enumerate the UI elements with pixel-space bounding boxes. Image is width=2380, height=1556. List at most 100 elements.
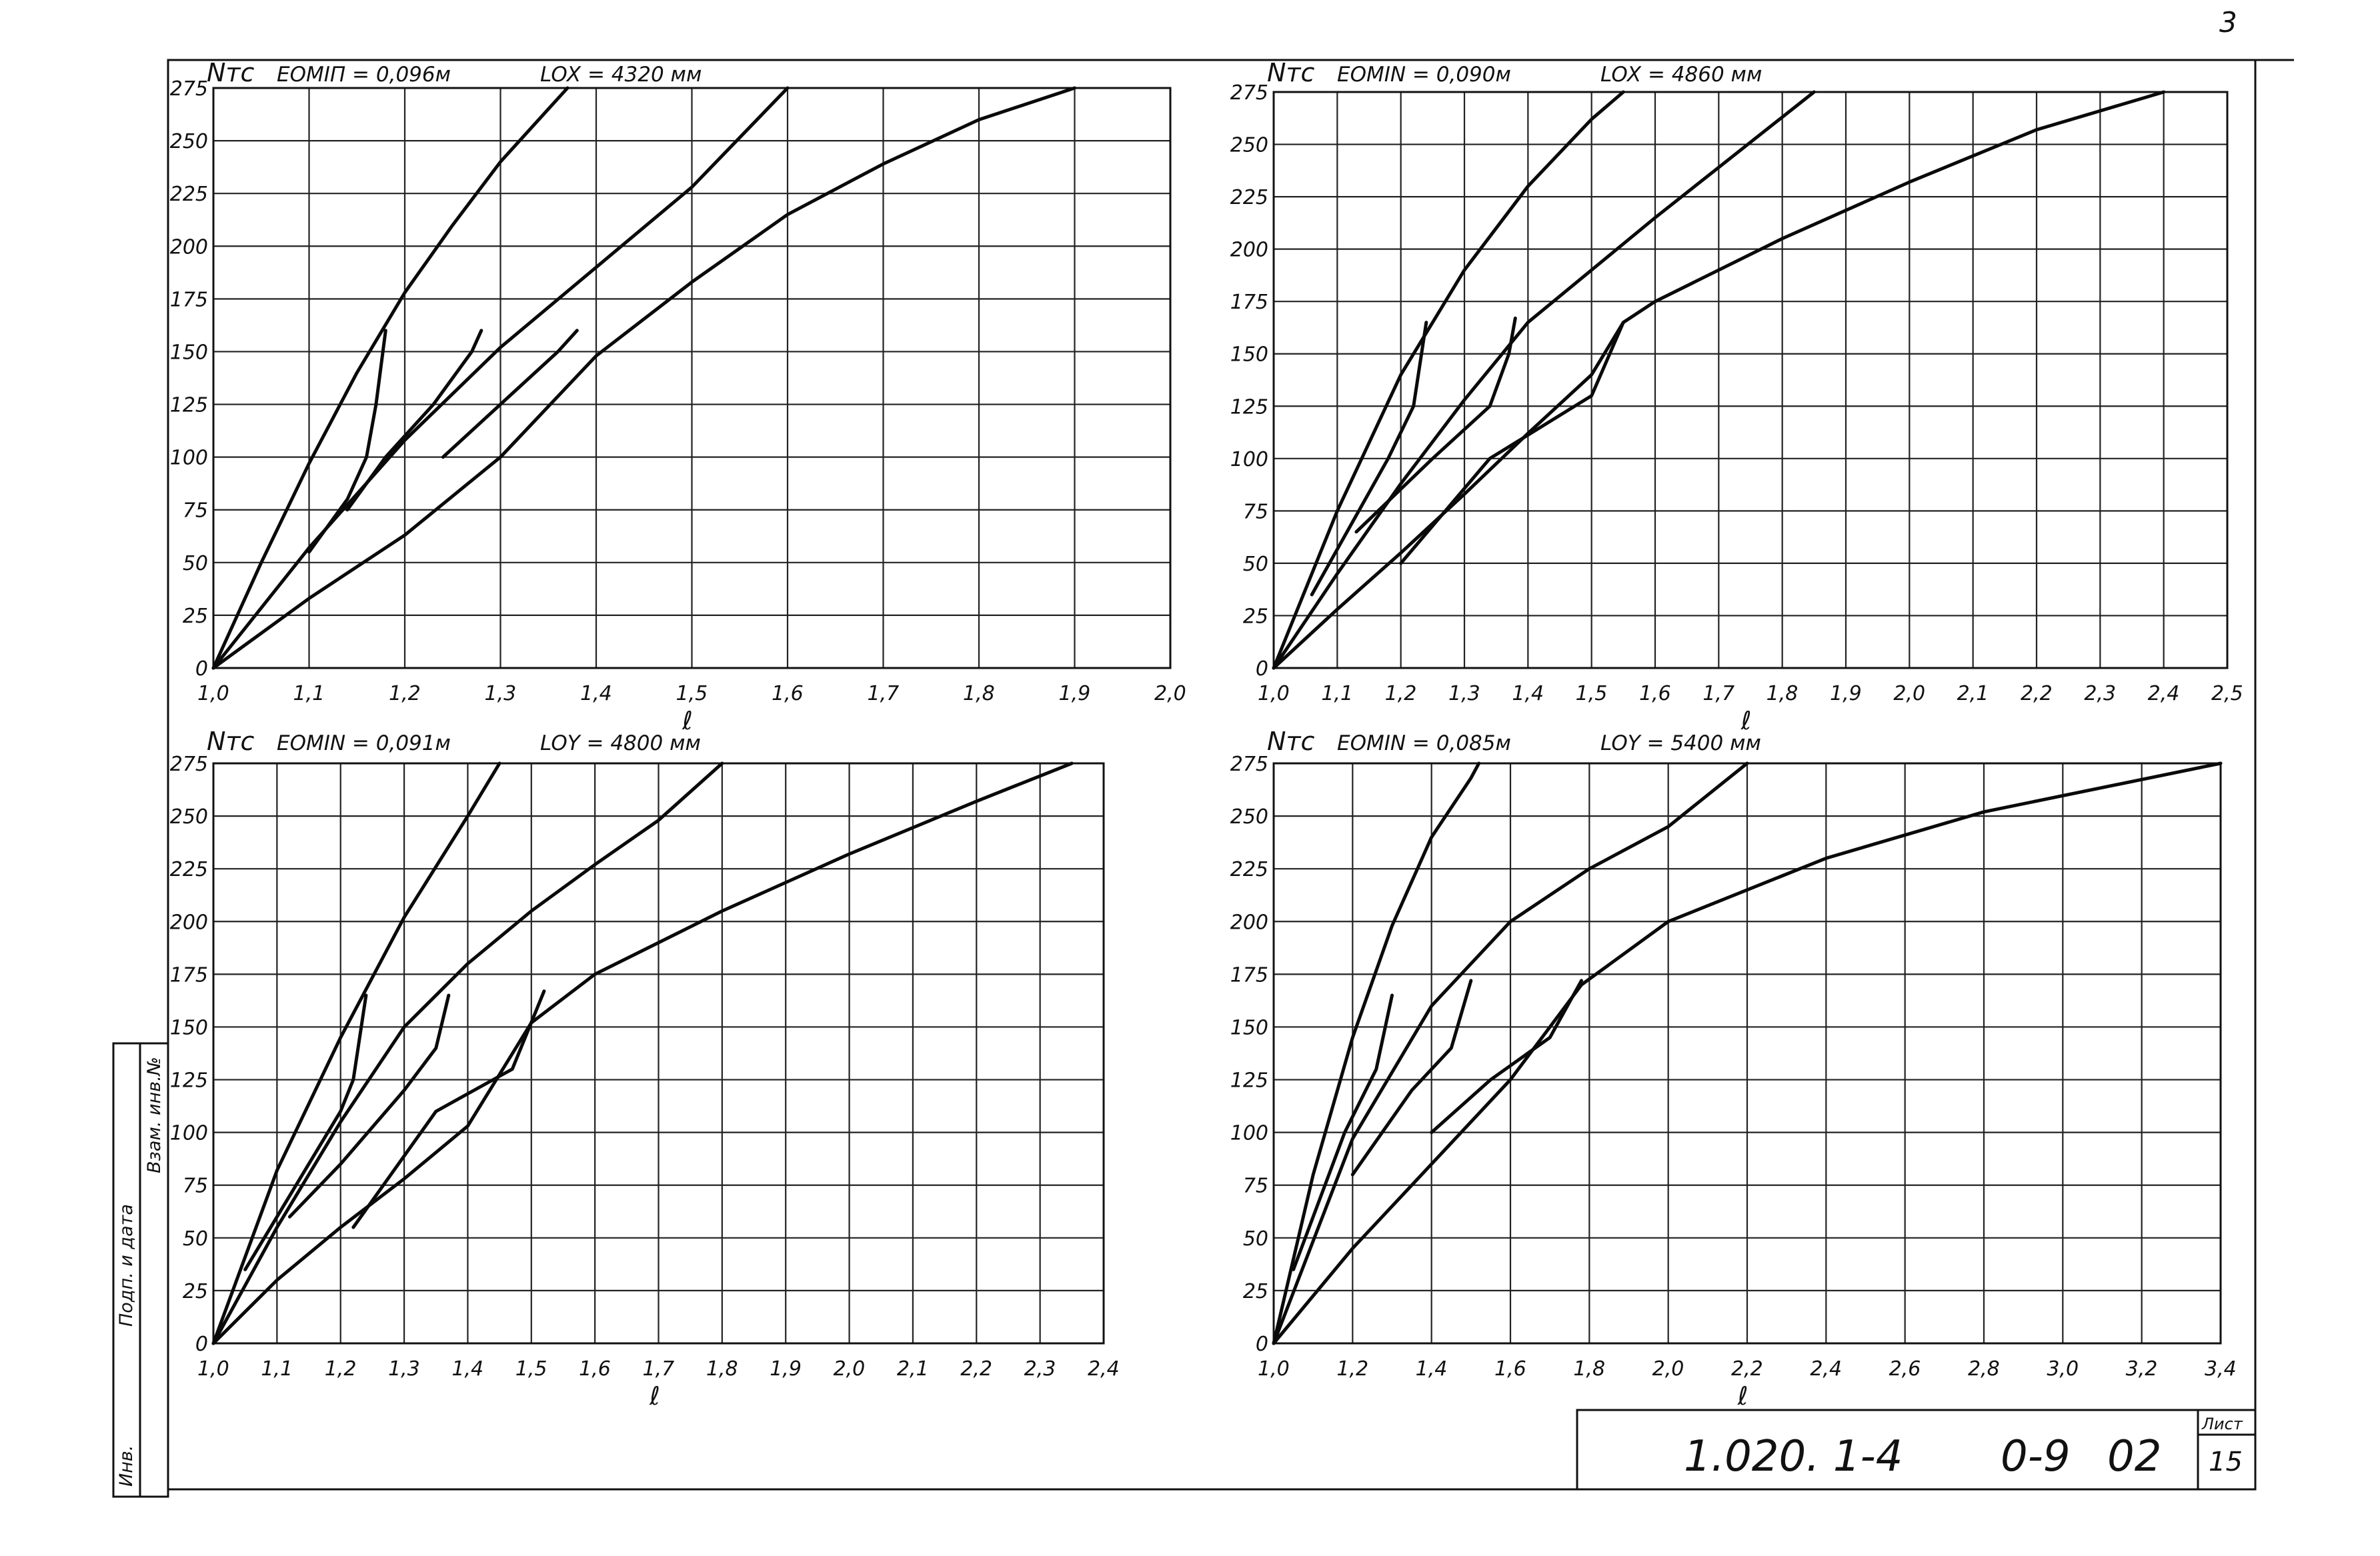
x-tick-label: 1,0 — [1258, 682, 1290, 705]
x-tick-label: 1,5 — [1576, 682, 1608, 705]
y-tick-label: 275 — [170, 77, 208, 101]
x-tick-label: 2,1 — [1957, 682, 1989, 705]
y-tick-label: 250 — [170, 130, 208, 153]
y-tick-label: 275 — [170, 753, 208, 776]
binding-column-inner — [139, 1042, 169, 1498]
param-length-label: LOY = 4800 мм — [540, 731, 701, 755]
chart-2: 1,0 1,1 1,2 1,3 1,4 1,5 1,6 1,7 1,8 1,9 2,0 2,1 2,2 2… — [1230, 58, 2243, 735]
x-tick-label: 1,3 — [388, 1357, 420, 1381]
y-tick-label: 175 — [1230, 291, 1268, 314]
x-tick-label: 2,0 — [1652, 1357, 1684, 1381]
series-line-5 — [1354, 316, 1517, 534]
x-tick-label: 1,1 — [1321, 682, 1353, 705]
y-tick-label: 100 — [1230, 1122, 1268, 1145]
series-line-3 — [1272, 90, 2166, 670]
param-length-label: LOX = 4860 мм — [1600, 63, 1762, 87]
y-tick-label: 200 — [170, 235, 208, 259]
y-tick-label: 75 — [1243, 500, 1268, 523]
y-tick-label: 175 — [170, 963, 208, 987]
y-tick-label: 225 — [1230, 858, 1268, 881]
param-emin-label: EOMIП = 0,096м — [277, 63, 451, 87]
param-emin-label: EOMIN = 0,085м — [1337, 731, 1511, 755]
x-tick-label: 1,4 — [1416, 1357, 1448, 1381]
binding-columns: Инв. Подп. и дата Взам. инв.№ — [112, 1042, 169, 1498]
y-tick-label: 100 — [170, 447, 208, 470]
y-tick-label: 100 — [1230, 448, 1268, 471]
x-tick-label: 2,0 — [1893, 682, 1925, 705]
y-axis-label: Nтс — [1267, 727, 1315, 756]
y-axis-label: Nтс — [207, 58, 255, 87]
x-tick-label: 2,8 — [1968, 1357, 2000, 1381]
x-tick-label: 2,3 — [2084, 682, 2116, 705]
y-tick-label: 50 — [183, 1227, 208, 1251]
corner-mark: 3 — [2219, 6, 2237, 39]
x-tick-label: 1,1 — [293, 682, 325, 705]
plot-area — [212, 762, 1105, 1345]
plot-area — [212, 87, 1172, 669]
x-tick-label: 1,9 — [1830, 682, 1862, 705]
series-line-5 — [287, 993, 451, 1219]
series-line-1 — [211, 86, 569, 670]
series-line-3 — [211, 86, 1076, 670]
y-tick-label: 75 — [183, 499, 208, 523]
x-tick-label: 1,0 — [1258, 1357, 1290, 1381]
x-tick-label: 1,0 — [197, 682, 229, 705]
series-line-6 — [1399, 321, 1625, 565]
x-tick-label: 1,6 — [1639, 682, 1671, 705]
x-tick-label: 1,7 — [643, 1357, 675, 1381]
x-tick-label: 1,5 — [515, 1357, 547, 1381]
x-tick-label: 1,3 — [1448, 682, 1480, 705]
y-tick-label: 225 — [170, 858, 208, 881]
series-line-3 — [211, 761, 1074, 1345]
y-tick-label: 225 — [170, 183, 208, 206]
y-tick-label: 125 — [1230, 395, 1268, 419]
x-tick-label: 1,2 — [389, 682, 421, 705]
binding-label-sign: Подп. и дата — [116, 1204, 137, 1327]
y-tick-label: 150 — [1230, 343, 1268, 367]
y-tick-label: 150 — [170, 341, 208, 364]
x-tick-label: 1,6 — [1494, 1357, 1526, 1381]
y-tick-label: 225 — [1230, 186, 1268, 209]
x-tick-label: 3,0 — [2047, 1357, 2079, 1381]
x-tick-label: 2,4 — [2148, 682, 2180, 705]
y-axis-label: Nтс — [207, 727, 255, 756]
x-tick-label: 1,4 — [1512, 682, 1544, 705]
y-tick-label: 125 — [170, 394, 208, 417]
y-tick-label: 200 — [1230, 239, 1268, 262]
series-line-6 — [441, 329, 579, 459]
binding-label-replace: Взам. инв.№ — [144, 1057, 165, 1173]
x-tick-label: 3,2 — [2126, 1357, 2158, 1381]
stamp-series: 0-9 — [2001, 1432, 2071, 1481]
series-line-2 — [1272, 761, 1749, 1345]
x-tick-label: 1,8 — [963, 682, 995, 705]
x-tick-label: 2,5 — [2211, 682, 2243, 705]
y-tick-label: 200 — [1230, 911, 1268, 934]
x-tick-label: 1,1 — [261, 1357, 293, 1381]
x-tick-label: 1,6 — [772, 682, 804, 705]
series-line-2 — [211, 86, 790, 670]
list-number: 15 — [2209, 1447, 2243, 1477]
y-tick-label: 175 — [170, 288, 208, 311]
y-tick-label: 0 — [1256, 1333, 1268, 1356]
list-label: Лист — [2201, 1415, 2243, 1433]
title-stamp: 1.020. 1-4 0-9 02 Лист 15 — [1576, 1409, 2257, 1491]
series-line-1 — [1272, 90, 1625, 670]
x-tick-label: 1,8 — [1766, 682, 1799, 705]
param-emin-label: EOMIN = 0,091м — [277, 731, 451, 755]
y-tick-label: 200 — [170, 911, 208, 934]
x-tick-label: 1,2 — [1385, 682, 1417, 705]
y-tick-label: 25 — [183, 1280, 208, 1303]
param-emin-label: EOMIN = 0,090м — [1337, 63, 1511, 87]
series-line-2 — [211, 761, 724, 1345]
x-tick-label: 1,2 — [325, 1357, 357, 1381]
y-tick-label: 150 — [1230, 1016, 1268, 1039]
series-line-2 — [1272, 90, 1816, 670]
y-tick-label: 125 — [170, 1069, 208, 1093]
x-tick-label: 1,6 — [579, 1357, 611, 1381]
x-tick-label: 1,7 — [868, 682, 900, 705]
x-tick-label: 1,3 — [485, 682, 517, 705]
x-axis-label: ℓ — [649, 1381, 660, 1411]
y-tick-label: 50 — [1243, 553, 1268, 576]
y-tick-label: 0 — [195, 657, 208, 681]
